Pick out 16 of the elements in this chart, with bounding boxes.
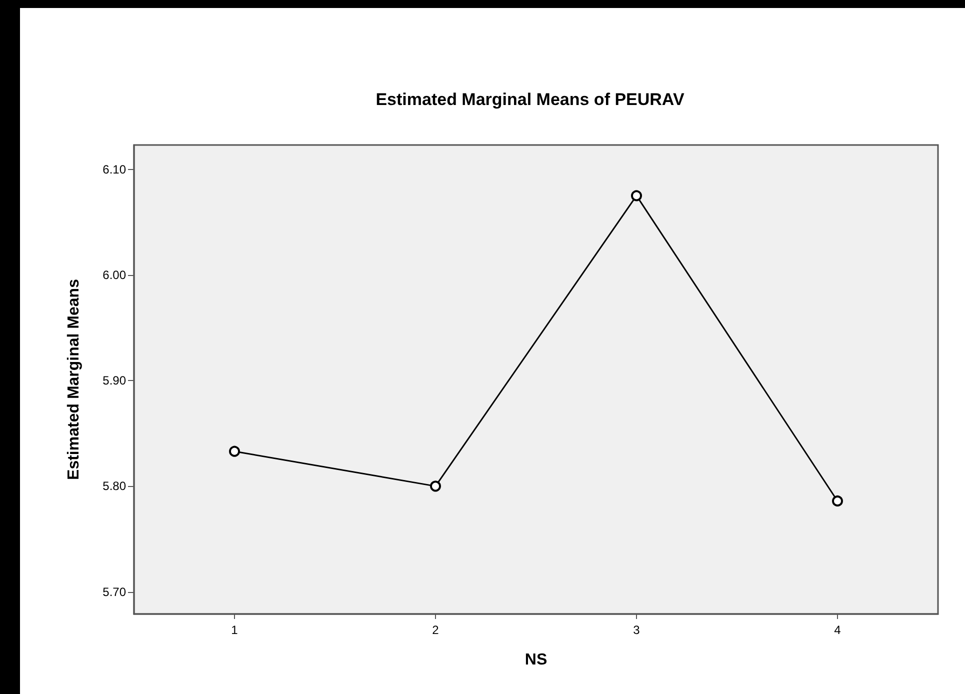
y-tick-label: 5.80 bbox=[102, 479, 126, 494]
x-tick-label: 1 bbox=[231, 623, 238, 637]
x-tick-label: 3 bbox=[633, 623, 640, 637]
x-axis-title: NS bbox=[524, 652, 548, 668]
y-tick-label: 6.00 bbox=[102, 268, 126, 282]
x-tick-label: 4 bbox=[834, 623, 842, 637]
chart-title: Estimated Marginal Means of PEURAV bbox=[376, 90, 685, 109]
point bbox=[832, 495, 843, 506]
point bbox=[229, 446, 240, 457]
y-tick-label: 5.70 bbox=[102, 584, 126, 599]
y-tick-label: 6.10 bbox=[102, 162, 126, 176]
point bbox=[631, 190, 642, 202]
x-tick-label: 2 bbox=[432, 623, 440, 637]
y-tick-label: 5.90 bbox=[102, 374, 126, 388]
y-axis-title: Estimated Marginal Means bbox=[66, 278, 82, 480]
point bbox=[430, 480, 441, 492]
